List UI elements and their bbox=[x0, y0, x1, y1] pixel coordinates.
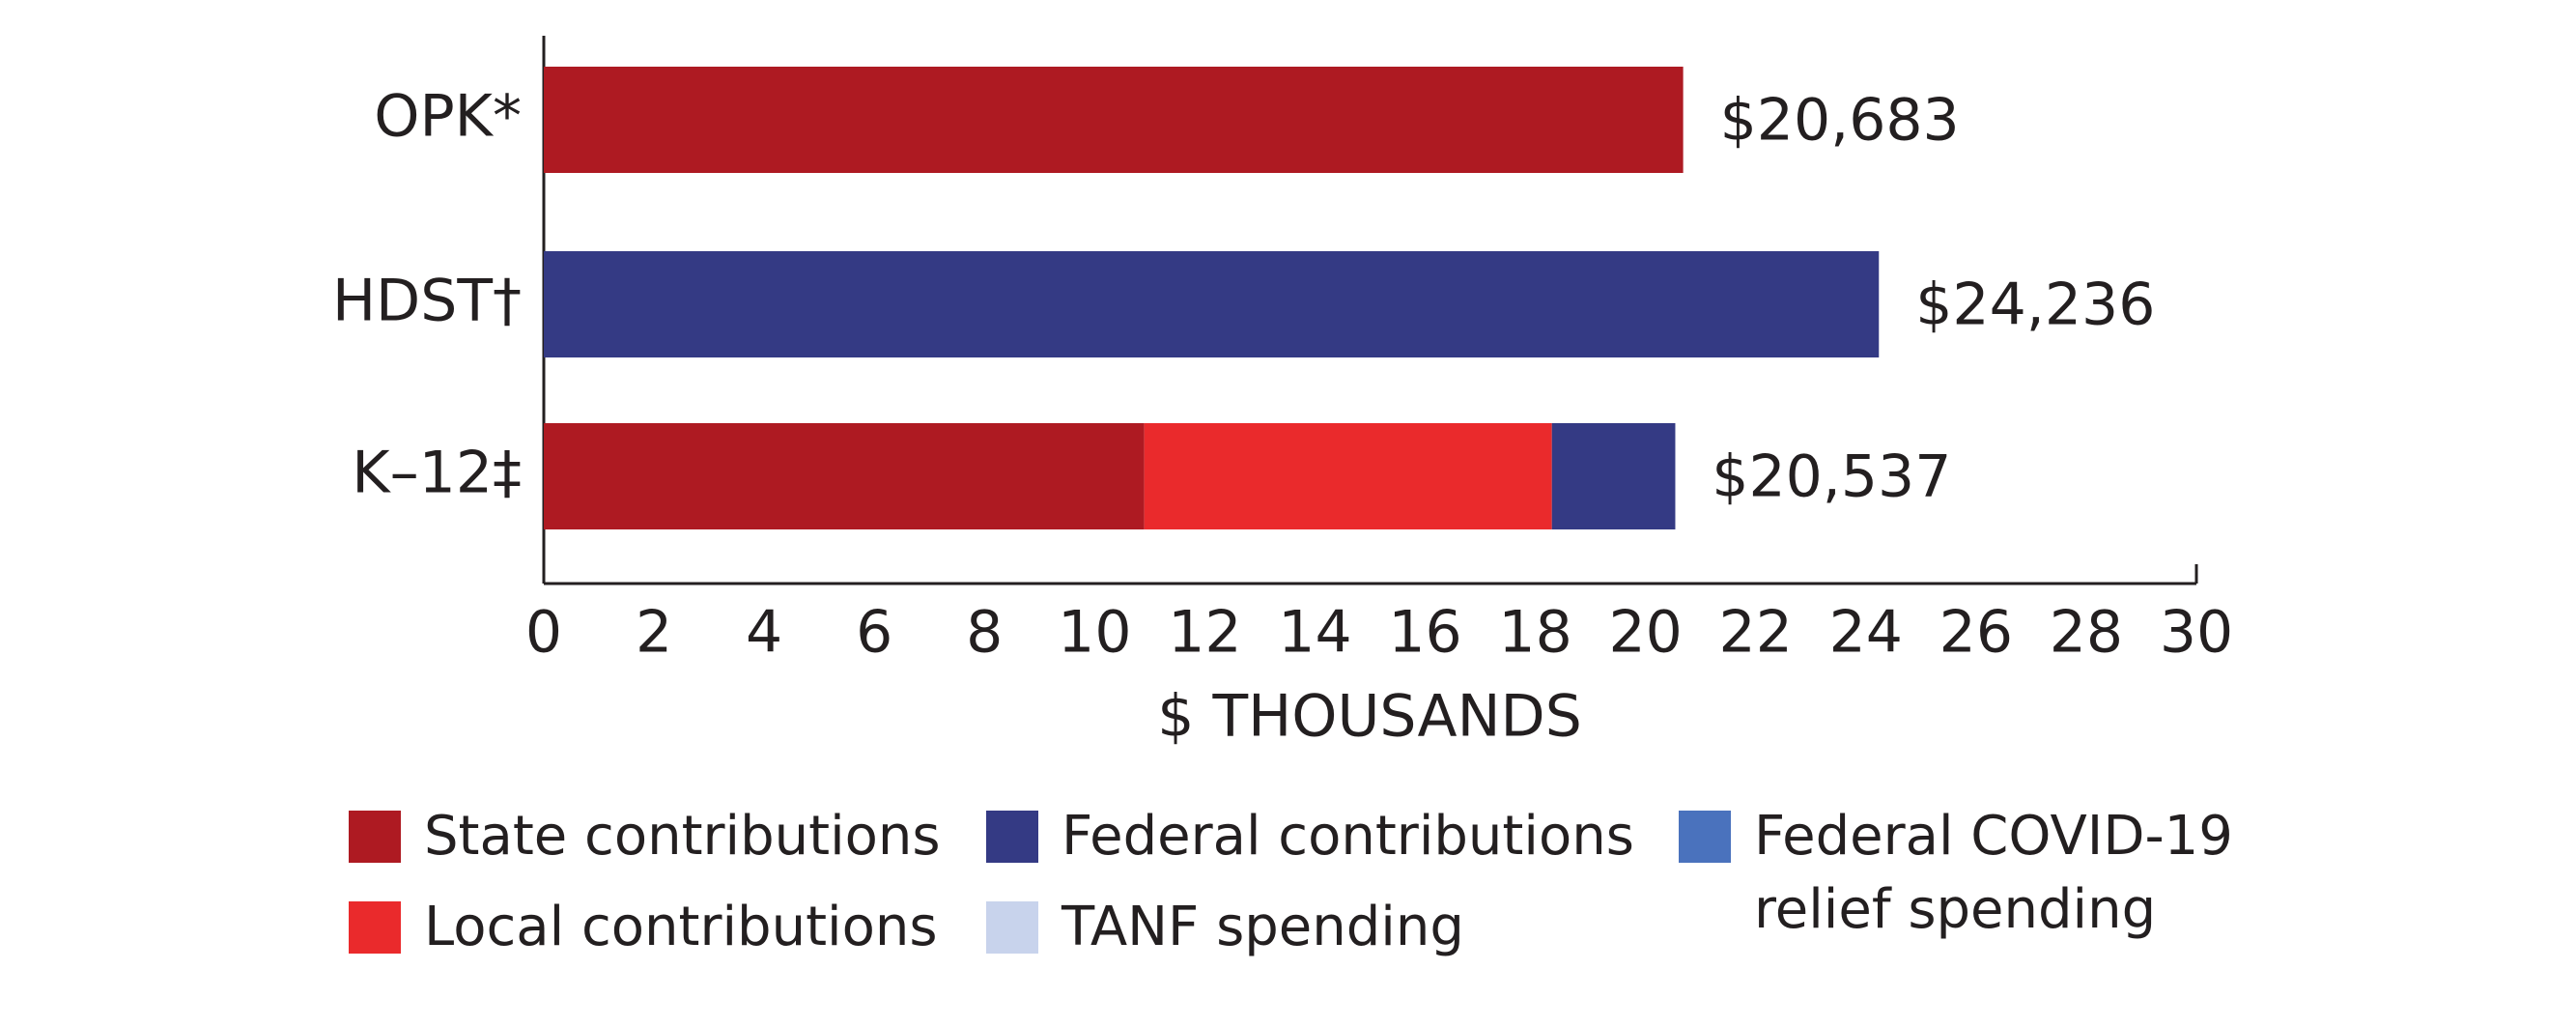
x-tick-label: 30 bbox=[2160, 599, 2233, 667]
x-tick-label: 6 bbox=[856, 599, 892, 667]
x-tick-label: 14 bbox=[1278, 599, 1351, 667]
value-label: $20,683 bbox=[1720, 87, 1960, 155]
legend-swatch bbox=[986, 811, 1038, 863]
x-tick-label: 22 bbox=[1719, 599, 1793, 667]
legend-swatch bbox=[1679, 811, 1731, 863]
value-label: $24,236 bbox=[1915, 271, 2155, 339]
value-label: $20,537 bbox=[1712, 443, 1951, 511]
legend-item: Federal COVID-19 relief spending bbox=[1679, 800, 2278, 947]
legend-label: TANF spending bbox=[1062, 896, 1464, 958]
x-tick-label: 20 bbox=[1608, 599, 1682, 667]
x-tick-label: 12 bbox=[1168, 599, 1241, 667]
x-tick-label: 8 bbox=[966, 599, 1003, 667]
bar-segment bbox=[544, 67, 1684, 173]
bar-segment bbox=[544, 423, 1145, 529]
legend-item: Federal contributions bbox=[986, 800, 1634, 873]
x-tick-label: 0 bbox=[525, 599, 562, 667]
y-tick-label: OPK* bbox=[374, 83, 522, 151]
legend-item: TANF spending bbox=[986, 891, 1464, 964]
legend-item: Local contributions bbox=[349, 891, 938, 964]
x-tick-label: 10 bbox=[1058, 599, 1131, 667]
legend-swatch bbox=[349, 901, 401, 954]
legend-swatch bbox=[349, 811, 401, 863]
x-tick-label: 24 bbox=[1829, 599, 1903, 667]
x-tick-label: 4 bbox=[746, 599, 782, 667]
y-tick-label: K–12‡ bbox=[352, 440, 522, 507]
x-tick-label: 18 bbox=[1498, 599, 1571, 667]
x-tick-label: 16 bbox=[1388, 599, 1461, 667]
legend-label: Local contributions bbox=[424, 896, 938, 958]
legend-label: State contributions bbox=[424, 805, 941, 868]
bar-segment bbox=[544, 251, 1880, 357]
x-tick-label: 26 bbox=[1939, 599, 2013, 667]
legend-label: Federal COVID-19 relief spending bbox=[1754, 805, 2233, 941]
x-tick-label: 2 bbox=[636, 599, 672, 667]
legend-label: Federal contributions bbox=[1062, 805, 1634, 868]
x-tick-label: 28 bbox=[2050, 599, 2123, 667]
bar-segment bbox=[1551, 423, 1676, 529]
legend-swatch bbox=[986, 901, 1038, 954]
chart: $ THOUSANDS 0 2 4 6 8 10 12 14 16 18 20 22 24 26 28 30O… bbox=[332, 36, 2233, 751]
x-axis-title: $ THOUSANDS bbox=[1157, 683, 1582, 751]
bar-segment bbox=[1144, 423, 1552, 529]
y-tick-label: HDST† bbox=[332, 268, 522, 335]
legend-item: State contributions bbox=[349, 800, 941, 873]
